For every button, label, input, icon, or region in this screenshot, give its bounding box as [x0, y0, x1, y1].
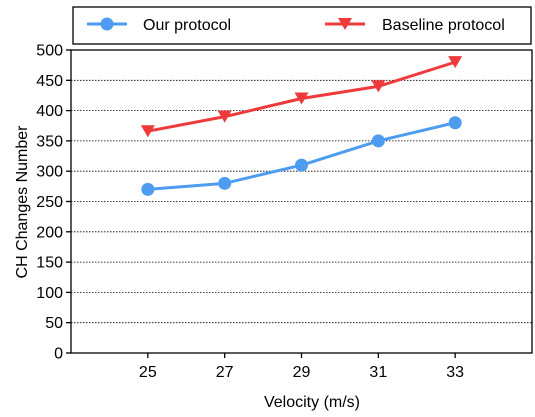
y-tick-label: 300: [36, 164, 63, 181]
data-point: [448, 116, 462, 130]
y-tick-label: 500: [36, 43, 63, 60]
data-point: [371, 134, 385, 148]
y-tick-label: 100: [36, 285, 63, 302]
legend-marker-our-protocol: [100, 17, 114, 31]
x-axis: 25 27 29 31 33: [139, 353, 464, 381]
series-group: [140, 56, 463, 196]
x-tick-label: 25: [139, 364, 157, 381]
y-axis-label: CH Changes Number: [14, 125, 31, 279]
x-tick-label: 31: [369, 364, 387, 381]
y-tick-label: 400: [36, 103, 63, 120]
data-point: [141, 182, 155, 196]
series-line-1: [147, 121, 456, 191]
data-point: [218, 176, 232, 190]
data-point: [217, 110, 232, 123]
x-axis-label: Velocity (m/s): [264, 394, 360, 411]
data-point: [448, 56, 463, 69]
legend-label-our-protocol: Our protocol: [143, 17, 231, 34]
data-point: [295, 158, 308, 172]
y-tick-label: 50: [45, 315, 63, 332]
data-point: [140, 125, 155, 138]
y-tick-label: 150: [36, 255, 63, 272]
y-tick-label: 200: [36, 224, 63, 241]
legend-label-baseline-protocol: Baseline protocol: [382, 17, 505, 34]
legend-box: [72, 6, 532, 45]
legend: Our protocol Baseline protocol: [72, 6, 532, 45]
legend-marker-baseline-protocol: [338, 18, 352, 30]
y-tick-label: 450: [36, 73, 63, 90]
y-axis: 0 50 100 150 200 250 300 350 400 450 500: [36, 43, 71, 363]
x-tick-label: 33: [446, 364, 464, 381]
y-tick-label: 250: [36, 194, 63, 211]
y-tick-label: 0: [54, 346, 63, 363]
y-tick-label: 350: [36, 133, 63, 150]
grid-lines: [71, 79, 532, 324]
x-tick-label: 27: [216, 364, 234, 381]
data-point: [371, 80, 386, 93]
data-point: [294, 92, 309, 105]
x-tick-label: 29: [293, 364, 311, 381]
